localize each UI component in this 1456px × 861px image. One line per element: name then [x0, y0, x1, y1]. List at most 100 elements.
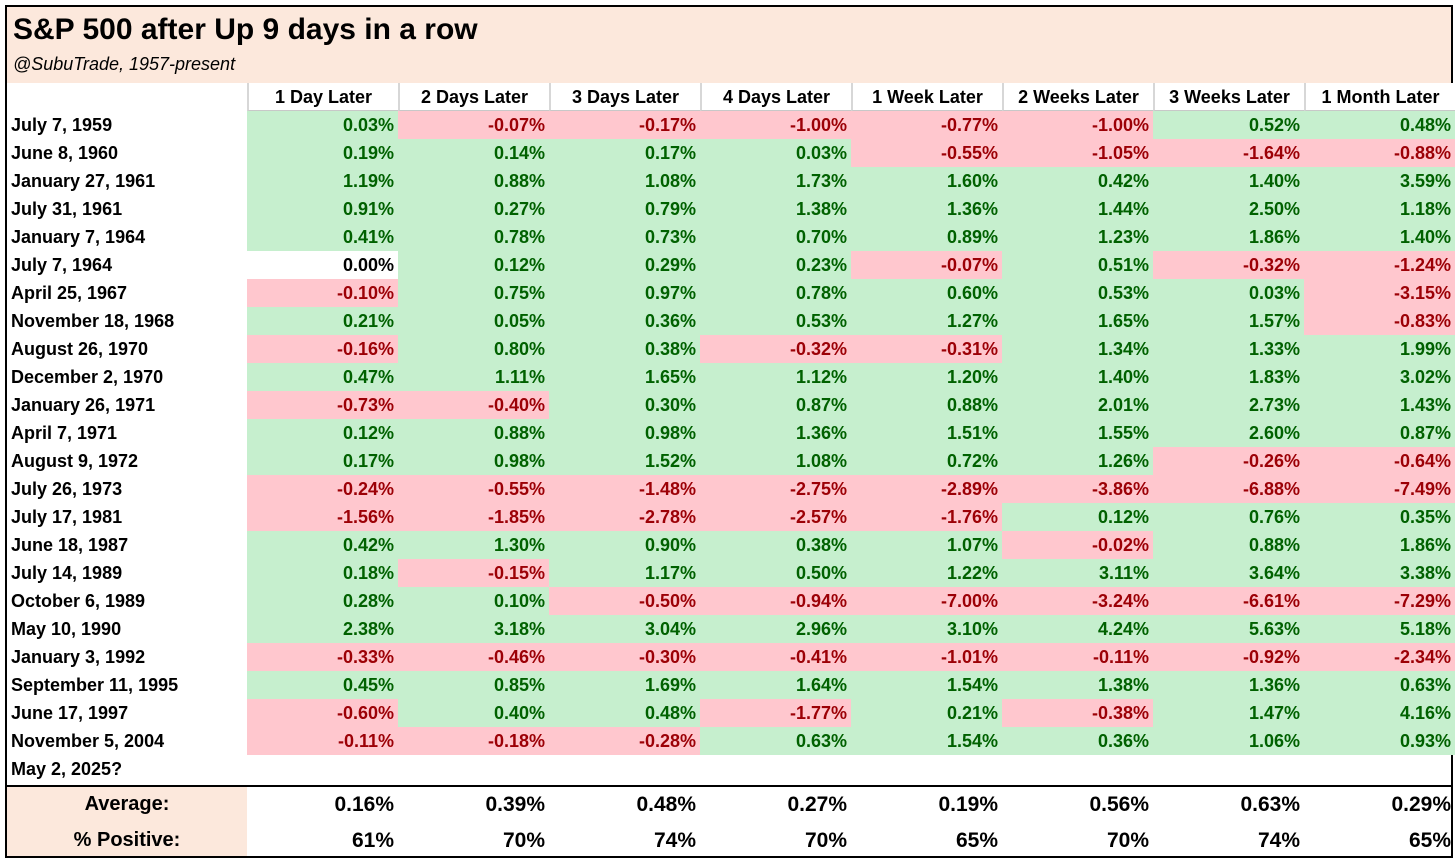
table-cell: 3.10%: [851, 615, 1002, 643]
table-cell: -2.75%: [700, 475, 851, 503]
table-cell: 0.73%: [549, 223, 700, 251]
column-header: 2 Days Later: [398, 83, 549, 111]
row-date-label: November 5, 2004: [11, 731, 165, 751]
summary-label: % Positive:: [73, 829, 181, 851]
table-cell: 0.52%: [1153, 111, 1304, 139]
row-date-label: April 7, 1971: [11, 423, 118, 443]
row-date-label: July 26, 1973: [11, 479, 123, 499]
table-cell: 0.75%: [398, 279, 549, 307]
table-cell: 0.88%: [1153, 531, 1304, 559]
table-cell: 1.64%: [700, 671, 851, 699]
table-cell: 0.28%: [247, 587, 398, 615]
table-cell: 0.88%: [851, 391, 1002, 419]
table-cell: 1.52%: [549, 447, 700, 475]
row-date-label: June 8, 1960: [11, 143, 119, 163]
table-cell: 0.87%: [700, 391, 851, 419]
table-cell: 0.90%: [549, 531, 700, 559]
table-cell: 3.18%: [398, 615, 549, 643]
row-date-label: July 17, 1981: [11, 507, 123, 527]
summary-value: 0.29%: [1391, 793, 1451, 816]
summary-separator: [7, 785, 1451, 787]
table-cell: -0.46%: [398, 643, 549, 671]
table-cell: 1.51%: [851, 419, 1002, 447]
column-header: 2 Weeks Later: [1002, 83, 1153, 111]
table-cell: -0.94%: [700, 587, 851, 615]
row-date-label: November 18, 1968: [11, 311, 175, 331]
table-cell: -7.29%: [1304, 587, 1455, 615]
table-cell: -6.88%: [1153, 475, 1304, 503]
table-cell: 0.48%: [549, 699, 700, 727]
column-header: 1 Week Later: [851, 83, 1002, 111]
table-cell: -2.34%: [1304, 643, 1455, 671]
table-cell: 0.00%: [247, 251, 398, 279]
table-cell: -1.00%: [700, 111, 851, 139]
table-cell: 0.87%: [1304, 419, 1455, 447]
table-cell: -0.60%: [247, 699, 398, 727]
table-cell: 0.50%: [700, 559, 851, 587]
row-date-label: July 7, 1964: [11, 255, 113, 275]
summary-value: 0.63%: [1240, 793, 1300, 816]
table-cell: 0.10%: [398, 587, 549, 615]
table-cell: 1.43%: [1304, 391, 1455, 419]
table-cell: -1.00%: [1002, 111, 1153, 139]
table-cell: -1.64%: [1153, 139, 1304, 167]
table-cell: 0.97%: [549, 279, 700, 307]
table-cell: 0.76%: [1153, 503, 1304, 531]
table-cell: 0.51%: [1002, 251, 1153, 279]
table-cell: 1.40%: [1304, 223, 1455, 251]
chart-subtitle: @SubuTrade, 1957-present: [13, 54, 236, 74]
table-cell: 0.03%: [700, 139, 851, 167]
table-cell: 1.17%: [549, 559, 700, 587]
column-header: 3 Weeks Later: [1153, 83, 1304, 111]
summary-value: 74%: [1257, 829, 1300, 852]
row-date-label: September 11, 1995: [11, 675, 179, 695]
table-cell: -0.64%: [1304, 447, 1455, 475]
table-cell: 3.64%: [1153, 559, 1304, 587]
table-cell: 0.19%: [247, 139, 398, 167]
table-cell: -0.16%: [247, 335, 398, 363]
table-cell: -0.02%: [1002, 531, 1153, 559]
table-cell: -3.86%: [1002, 475, 1153, 503]
column-header: 4 Days Later: [700, 83, 851, 111]
table-cell: 0.63%: [1304, 671, 1455, 699]
table-cell: -1.24%: [1304, 251, 1455, 279]
table-cell: -7.49%: [1304, 475, 1455, 503]
table-cell: 1.73%: [700, 167, 851, 195]
table-cell: 1.23%: [1002, 223, 1153, 251]
table-cell: 0.60%: [851, 279, 1002, 307]
table-cell: -1.85%: [398, 503, 549, 531]
table-cell: 1.18%: [1304, 195, 1455, 223]
summary-value: 0.39%: [485, 793, 545, 816]
table-cell: -0.40%: [398, 391, 549, 419]
table-cell: 1.20%: [851, 363, 1002, 391]
table-cell: 1.83%: [1153, 363, 1304, 391]
table-cell: 0.89%: [851, 223, 1002, 251]
row-date-label: January 26, 1971: [11, 395, 156, 415]
table-cell: 2.01%: [1002, 391, 1153, 419]
table-cell: -0.11%: [1002, 643, 1153, 671]
table-cell: 1.36%: [700, 419, 851, 447]
table-cell: -0.55%: [851, 139, 1002, 167]
table-cell: 1.22%: [851, 559, 1002, 587]
table-cell: -0.07%: [398, 111, 549, 139]
table-cell: 0.78%: [700, 279, 851, 307]
table-cell: -1.01%: [851, 643, 1002, 671]
table-cell: 2.60%: [1153, 419, 1304, 447]
table-cell: 1.65%: [549, 363, 700, 391]
table-cell: -7.00%: [851, 587, 1002, 615]
column-header: 1 Month Later: [1304, 83, 1455, 111]
table-cell: -2.78%: [549, 503, 700, 531]
summary-value: 0.56%: [1089, 793, 1149, 816]
table-cell: 0.21%: [247, 307, 398, 335]
table-cell: -0.38%: [1002, 699, 1153, 727]
table-cell: 3.04%: [549, 615, 700, 643]
row-date-label: May 10, 1990: [11, 619, 122, 639]
table-cell: 1.36%: [851, 195, 1002, 223]
table-cell: 2.96%: [700, 615, 851, 643]
table-cell: 1.55%: [1002, 419, 1153, 447]
summary-value: 65%: [1408, 829, 1451, 852]
row-date-label: July 31, 1961: [11, 199, 123, 219]
table-cell: 0.98%: [549, 419, 700, 447]
table-cell: -1.56%: [247, 503, 398, 531]
table-cell: 0.38%: [549, 335, 700, 363]
